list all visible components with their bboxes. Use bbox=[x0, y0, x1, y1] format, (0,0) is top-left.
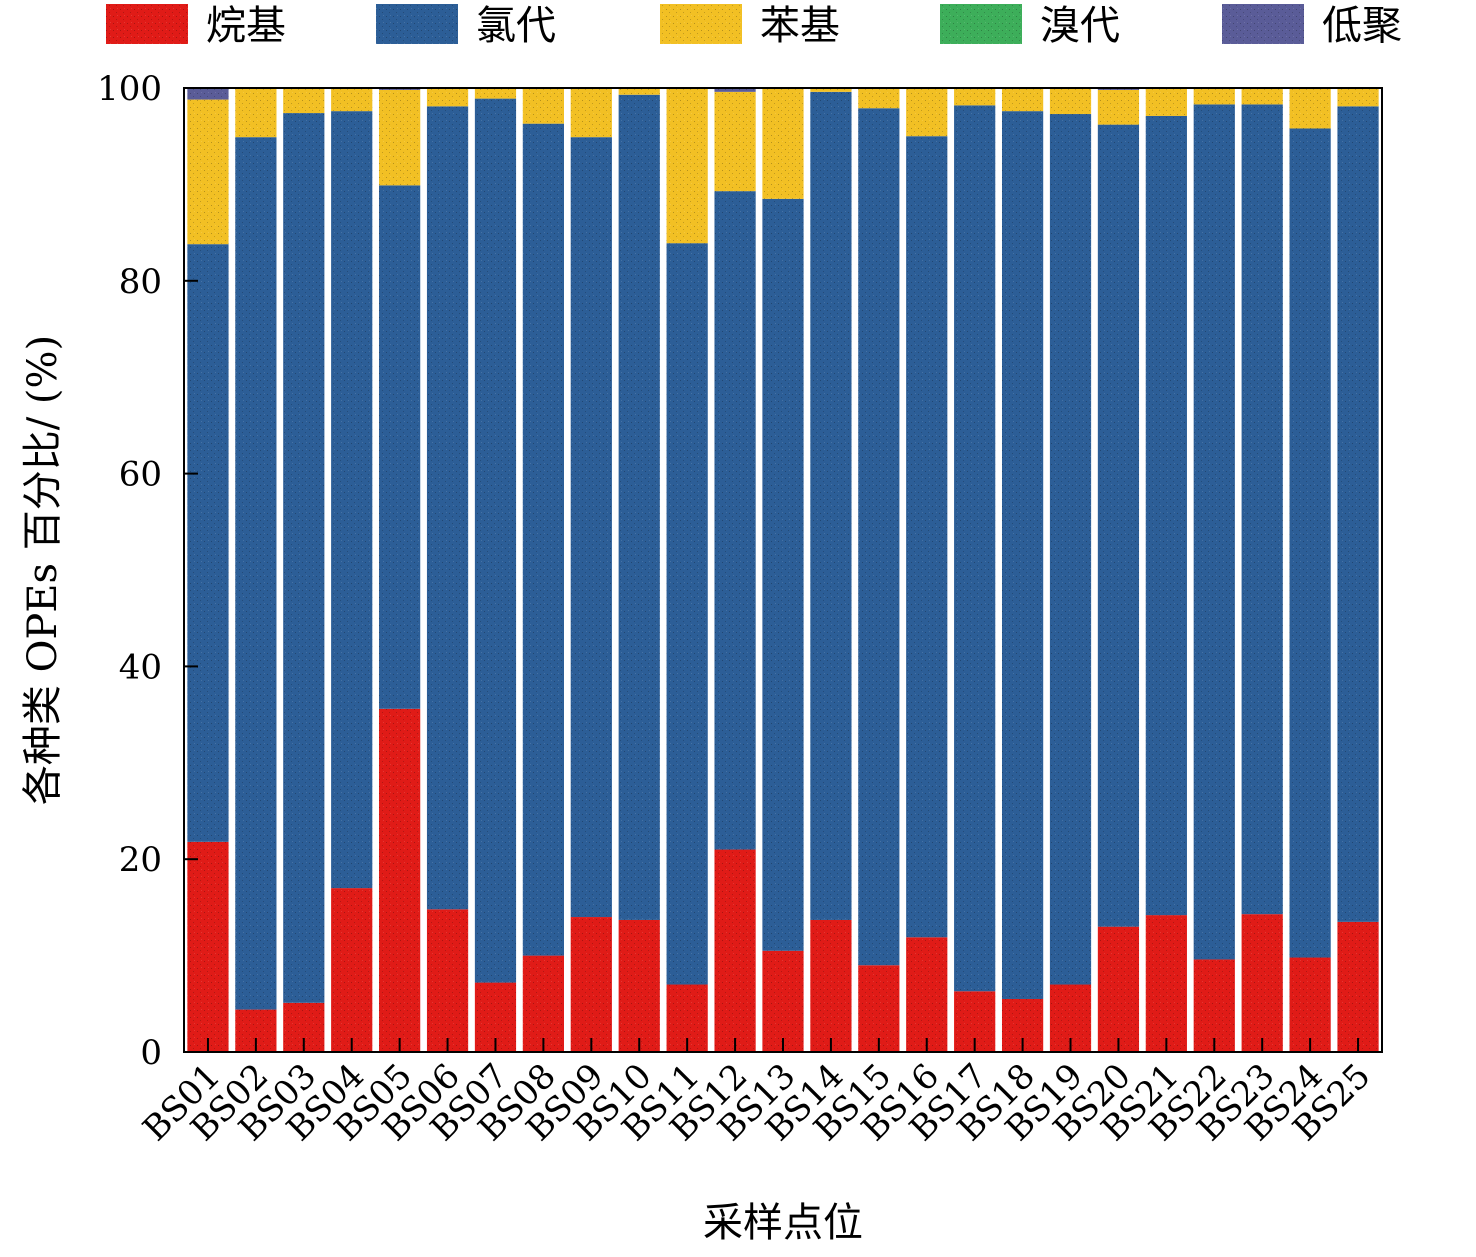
bar-texture-BS04-s1 bbox=[331, 111, 373, 889]
bar-texture-BS21-s1 bbox=[1145, 115, 1187, 916]
bar-texture-BS10-s2 bbox=[618, 88, 660, 95]
bar-texture-BS23-s0 bbox=[1241, 914, 1283, 1052]
bar-texture-BS01-s1 bbox=[187, 244, 229, 842]
bar-texture-BS13-s1 bbox=[762, 198, 804, 951]
bar-texture-BS25-s0 bbox=[1337, 921, 1379, 1052]
y-axis-title: 各种类 OPEs 百分比/ (%) bbox=[20, 335, 66, 805]
x-axis-title: 采样点位 bbox=[703, 1200, 863, 1246]
bar-texture-BS24-s0 bbox=[1289, 957, 1331, 1052]
legend-label-s3: 溴代 bbox=[1040, 3, 1120, 49]
bar-texture-BS12-s2 bbox=[714, 91, 756, 192]
bar-texture-BS24-s1 bbox=[1289, 128, 1331, 958]
bar-texture-BS09-s2 bbox=[570, 88, 612, 138]
y-tick-label-100: 100 bbox=[97, 69, 162, 109]
y-axis-ticks: 0 20 40 60 80 100 bbox=[97, 69, 198, 1073]
bar-texture-BS18-s2 bbox=[1001, 88, 1044, 112]
legend-swatch-texture-s4 bbox=[1222, 4, 1304, 44]
y-tick-label-20: 20 bbox=[119, 840, 162, 880]
bar-texture-BS02-s1 bbox=[235, 137, 277, 1010]
bar-texture-BS08-s1 bbox=[522, 123, 564, 956]
bar-texture-BS14-s2 bbox=[810, 88, 852, 92]
bar-texture-BS20-s1 bbox=[1097, 124, 1140, 927]
bar-texture-BS07-s2 bbox=[474, 88, 517, 99]
legend-label-s0: 烷基 bbox=[206, 3, 286, 49]
legend-swatch-texture-s1 bbox=[376, 4, 458, 44]
legend-swatch-texture-s0 bbox=[106, 4, 188, 44]
bar-texture-BS21-s0 bbox=[1145, 915, 1187, 1052]
bar-texture-BS14-s1 bbox=[810, 91, 852, 920]
y-tick-label-40: 40 bbox=[119, 647, 162, 687]
y-tick-label-0: 0 bbox=[140, 1033, 162, 1073]
bar-texture-BS01-s2 bbox=[187, 99, 229, 245]
bar-texture-BS12-s0 bbox=[714, 849, 756, 1052]
bar-texture-BS16-s0 bbox=[906, 937, 948, 1052]
bar-texture-BS14-s0 bbox=[810, 919, 852, 1052]
bar-texture-BS24-s2 bbox=[1289, 88, 1331, 129]
bar-texture-BS19-s2 bbox=[1049, 88, 1092, 115]
bar-texture-BS11-s2 bbox=[666, 88, 708, 244]
bar-texture-BS20-s0 bbox=[1097, 926, 1140, 1052]
bar-texture-BS01-s0 bbox=[187, 841, 229, 1052]
bar-texture-BS04-s0 bbox=[331, 888, 373, 1052]
bar-texture-BS05-s0 bbox=[379, 708, 421, 1052]
x-axis-ticks: BS01BS02BS03BS04BS05BS06BS07BS08BS09BS10… bbox=[135, 1038, 1378, 1149]
bar-texture-BS05-s1 bbox=[379, 185, 421, 709]
bar-texture-BS06-s0 bbox=[426, 909, 469, 1052]
legend-swatch-texture-s2 bbox=[660, 4, 742, 44]
bar-texture-BS11-s1 bbox=[666, 243, 708, 985]
bar-texture-BS12-s1 bbox=[714, 191, 756, 850]
bar-texture-BS19-s1 bbox=[1049, 114, 1092, 985]
bar-texture-BS23-s2 bbox=[1241, 88, 1283, 105]
bar-texture-BS07-s1 bbox=[474, 98, 517, 983]
bar-texture-BS03-s1 bbox=[283, 113, 325, 1003]
bar-texture-BS03-s2 bbox=[283, 88, 325, 114]
bar-texture-BS20-s2 bbox=[1097, 89, 1140, 125]
legend: 烷基 氯代 苯基 溴代 低聚 bbox=[106, 3, 1402, 49]
bar-texture-BS22-s2 bbox=[1193, 88, 1235, 105]
bar-texture-BS09-s0 bbox=[570, 917, 612, 1052]
bar-texture-BS17-s1 bbox=[954, 105, 996, 992]
bar-texture-BS01-s4 bbox=[187, 88, 229, 100]
y-tick-label-80: 80 bbox=[119, 262, 162, 302]
bar-texture-BS17-s2 bbox=[954, 88, 996, 106]
bar-texture-BS21-s2 bbox=[1145, 88, 1187, 116]
bar-texture-BS23-s1 bbox=[1241, 104, 1283, 915]
legend-label-s1: 氯代 bbox=[476, 3, 556, 49]
bar-texture-BS04-s2 bbox=[331, 88, 373, 112]
bar-texture-BS15-s0 bbox=[858, 965, 900, 1052]
legend-label-s4: 低聚 bbox=[1322, 3, 1402, 49]
bar-texture-BS13-s0 bbox=[762, 950, 804, 1052]
bar-texture-BS18-s1 bbox=[1001, 111, 1044, 999]
bar-texture-BS15-s2 bbox=[858, 88, 900, 109]
bar-texture-BS25-s1 bbox=[1337, 106, 1379, 922]
bar-texture-BS25-s2 bbox=[1337, 88, 1379, 107]
bar-texture-BS10-s0 bbox=[618, 919, 660, 1052]
bar-texture-BS22-s1 bbox=[1193, 104, 1235, 960]
bar-texture-BS10-s1 bbox=[618, 94, 660, 920]
bar-texture-BS02-s2 bbox=[235, 88, 277, 138]
bar-texture-BS05-s2 bbox=[379, 89, 421, 186]
bar-texture-BS08-s0 bbox=[522, 955, 564, 1052]
legend-swatch-texture-s3 bbox=[940, 4, 1022, 44]
bar-texture-BS22-s0 bbox=[1193, 959, 1235, 1052]
bar-texture-BS12-s4 bbox=[714, 87, 756, 92]
bar-texture-BS06-s2 bbox=[426, 88, 469, 107]
bar-texture-BS15-s1 bbox=[858, 108, 900, 966]
bar-texture-BS16-s1 bbox=[906, 136, 948, 938]
bar-texture-BS13-s2 bbox=[762, 88, 804, 199]
bar-texture-BS08-s2 bbox=[522, 88, 564, 124]
y-tick-label-60: 60 bbox=[119, 455, 162, 495]
legend-label-s2: 苯基 bbox=[760, 3, 840, 49]
bar-texture-BS09-s1 bbox=[570, 137, 612, 918]
bar-texture-BS16-s2 bbox=[906, 88, 948, 137]
bars bbox=[187, 87, 1379, 1052]
bar-texture-BS06-s1 bbox=[426, 106, 469, 910]
